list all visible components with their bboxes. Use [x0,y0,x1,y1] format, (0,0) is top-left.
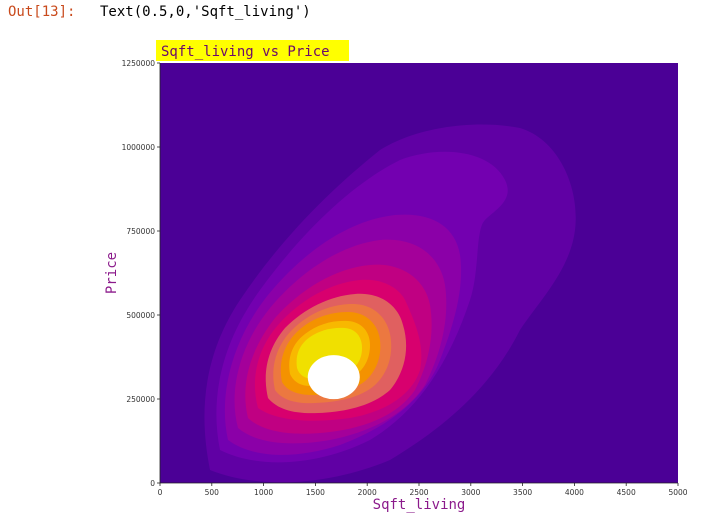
output-prompt: Out[13]: [8,4,76,20]
x-tick-label: 5000 [668,488,687,497]
y-tick-label: 1000000 [122,143,156,152]
y-axis-label: Price [104,252,120,294]
x-tick-label: 0 [158,488,163,497]
title-background [156,40,349,61]
y-axis: 0 250000 500000 750000 1000000 1250000 [122,59,161,488]
x-tick-label: 2500 [409,488,428,497]
y-tick-label: 750000 [126,227,155,236]
x-tick-label: 3000 [461,488,480,497]
chart-title: Sqft_living vs Price [161,44,330,60]
y-tick-label: 500000 [126,311,155,320]
y-tick-label: 0 [150,479,155,488]
x-tick-label: 4500 [617,488,636,497]
x-tick-label: 1000 [254,488,273,497]
x-tick-label: 500 [205,488,220,497]
x-tick-label: 3500 [513,488,532,497]
x-axis: 0 500 1000 1500 2000 2500 3000 3500 4000 4500 5000 [158,482,688,497]
y-tick-label: 250000 [126,395,155,404]
output-text: Text(0.5,0,'Sqft_living') [100,4,311,20]
x-tick-label: 4000 [565,488,584,497]
density-peak [307,355,360,400]
contour-group [204,124,576,483]
y-tick-label: 1250000 [122,59,156,68]
x-axis-label: Sqft_living [373,497,466,513]
x-tick-label: 2000 [358,488,377,497]
x-tick-label: 1500 [306,488,325,497]
